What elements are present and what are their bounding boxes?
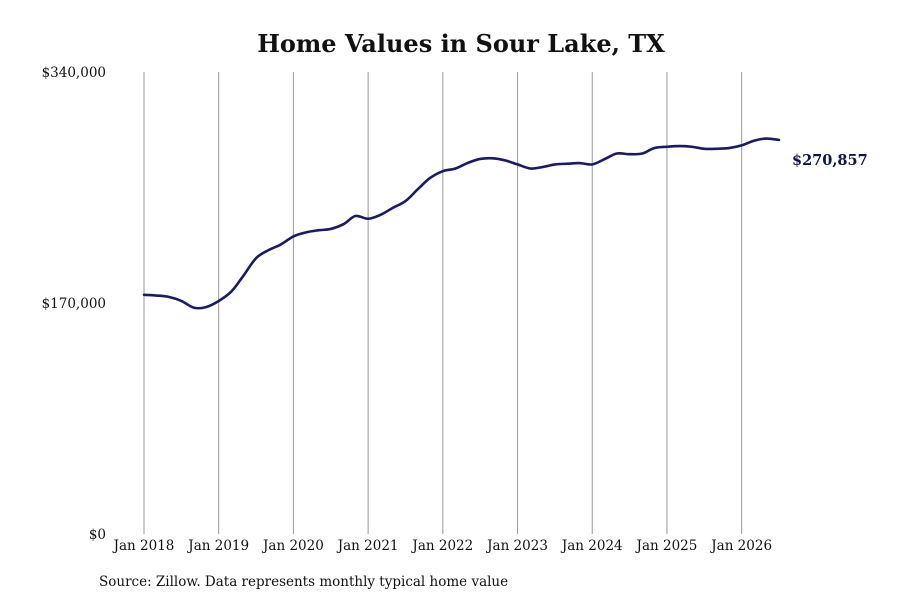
x-tick-label: Jan 2025	[635, 538, 698, 554]
y-axis-ticks: $0 $170,000 $340,000	[42, 65, 106, 543]
y-tick-label: $340,000	[42, 65, 106, 81]
chart-title: Home Values in Sour Lake, TX	[257, 29, 665, 58]
series-line	[142, 137, 781, 310]
x-tick-label: Jan 2023	[485, 538, 548, 554]
y-tick-label: $0	[89, 527, 106, 543]
x-tick-label: Jan 2020	[261, 538, 324, 554]
vertical-grid	[143, 72, 743, 534]
x-tick-label: Jan 2024	[560, 538, 623, 554]
source-note: Source: Zillow. Data represents monthly …	[99, 574, 508, 590]
x-tick-label: Jan 2022	[410, 538, 473, 554]
x-axis-ticks: Jan 2018 Jan 2019 Jan 2020 Jan 2021 Jan 2022…	[112, 538, 772, 554]
series-layer	[142, 137, 781, 310]
x-tick-label: Jan 2019	[186, 538, 249, 554]
end-value-label: $270,857	[792, 152, 868, 169]
x-tick-label: Jan 2026	[709, 538, 772, 554]
x-tick-label: Jan 2018	[112, 538, 175, 554]
y-tick-label: $170,000	[42, 296, 106, 312]
x-tick-label: Jan 2021	[336, 538, 399, 554]
